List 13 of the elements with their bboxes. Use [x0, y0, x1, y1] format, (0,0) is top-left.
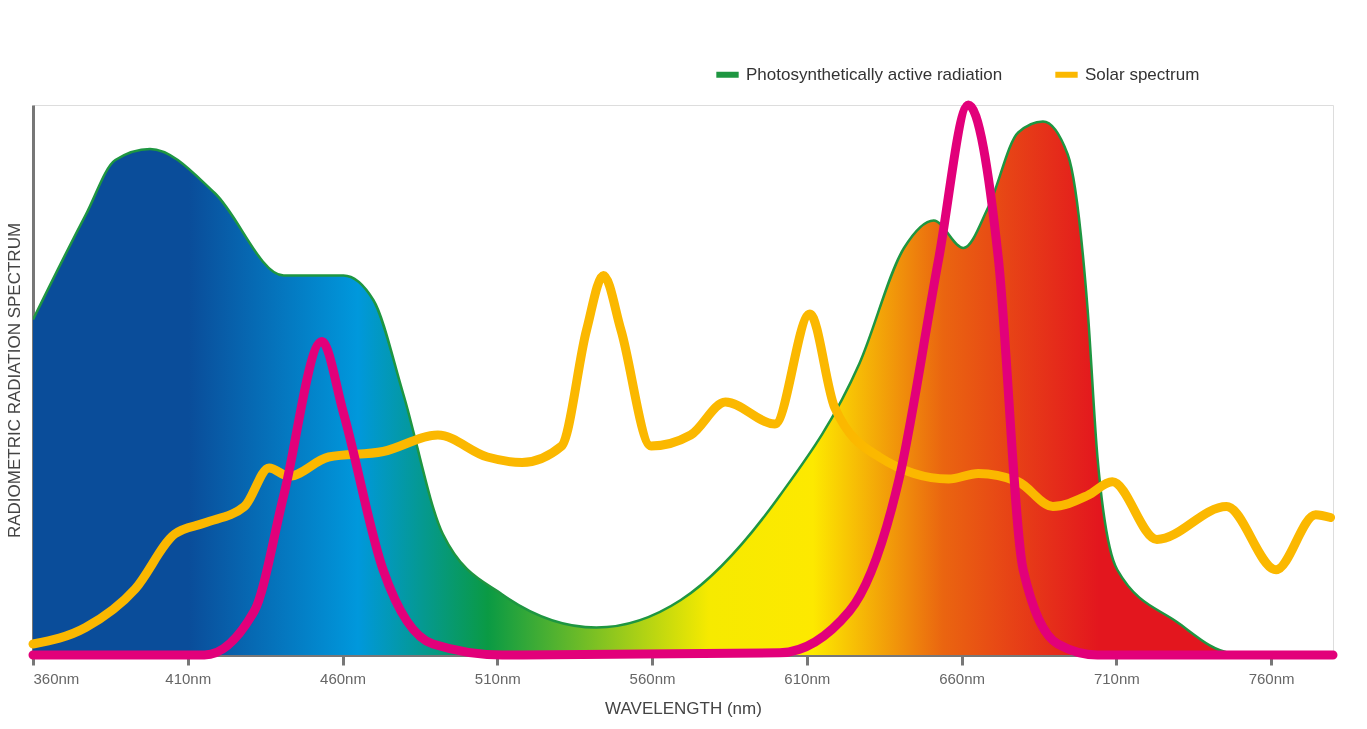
x-tick-label: 710nm	[1093, 669, 1140, 687]
x-tick-label: 360nm	[33, 669, 80, 687]
x-tick-label: 610nm	[784, 669, 831, 687]
x-tick-label: 510nm	[474, 669, 521, 687]
x-tick-label: 460nm	[320, 669, 366, 687]
x-axis-title: WAVELENGTH (nm)	[605, 698, 762, 718]
x-tick-label: 760nm	[1248, 669, 1295, 687]
legend-label: Photosynthetically active radiation	[746, 64, 1003, 84]
legend-label: Solar spectrum	[1085, 64, 1200, 84]
y-axis-title: RADIOMETRIC RADIATION SPECTRUM	[4, 222, 24, 539]
x-tick-label: 410nm	[165, 669, 212, 687]
x-tick-label: 560nm	[629, 669, 676, 687]
x-tick-label: 660nm	[939, 669, 986, 687]
